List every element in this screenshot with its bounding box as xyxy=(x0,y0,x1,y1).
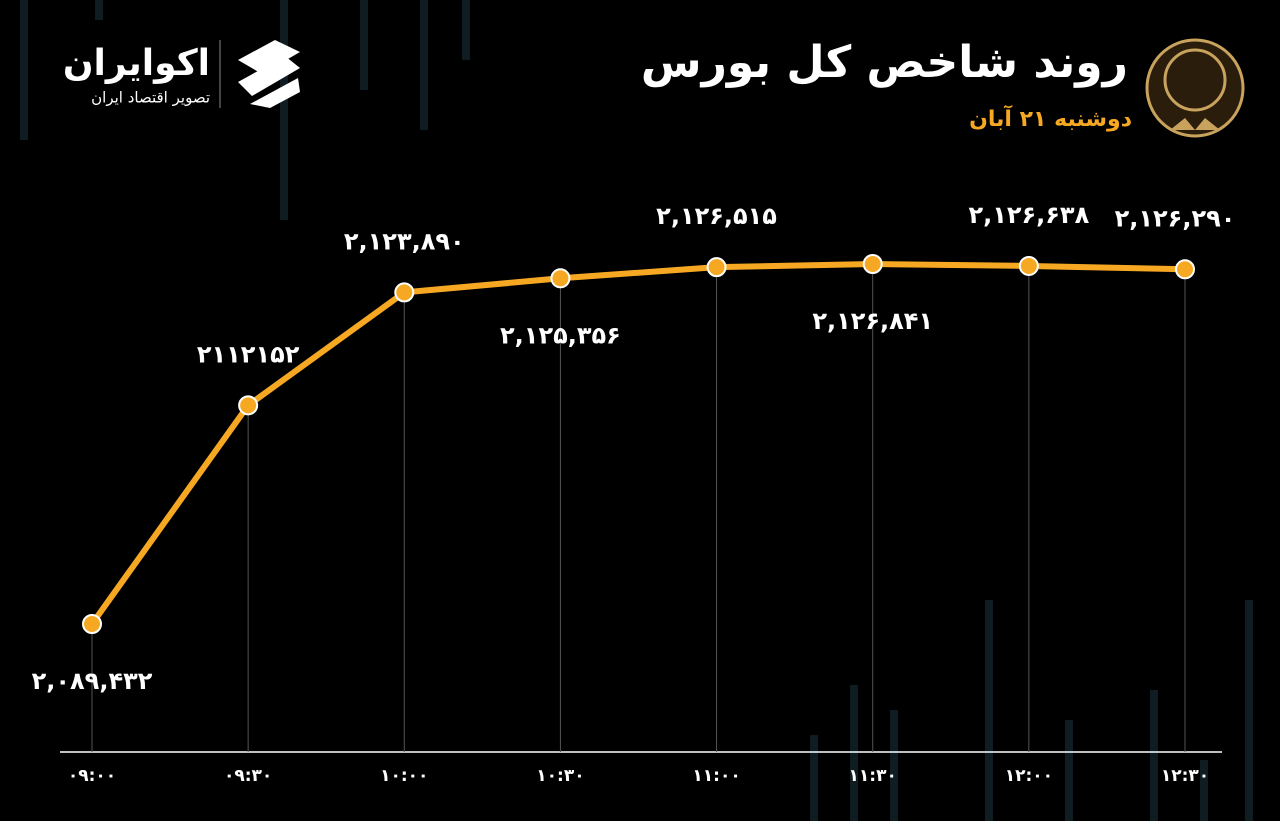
point xyxy=(1018,255,1039,276)
data-label: ۲,۱۲۶,۶۳۸ xyxy=(968,201,1089,229)
title: روند شاخص کل بورس xyxy=(641,37,1128,88)
point xyxy=(862,254,883,274)
data-label: ۲,۰۸۹,۴۳۲ xyxy=(32,667,153,695)
line xyxy=(89,261,1186,626)
point xyxy=(238,395,259,416)
point xyxy=(394,282,415,303)
x-tick-label: ۱۱:۰۰ xyxy=(692,766,740,786)
decoration-bars xyxy=(20,0,1253,821)
brand-tagline: تصویر اقتصاد ایران xyxy=(91,89,210,107)
brand-logo xyxy=(219,40,300,108)
point xyxy=(1175,259,1195,280)
point xyxy=(82,614,102,634)
data-label: ۲۱۱۲۱۵۲ xyxy=(197,340,300,368)
x-tick-label: ۱۱:۳۰ xyxy=(849,766,897,786)
data-label: ۲,۱۲۶,۸۴۱ xyxy=(812,307,933,335)
x-tick-label: ۱۲:۰۰ xyxy=(1005,766,1053,786)
point xyxy=(706,257,727,278)
data-label: ۲,۱۲۵,۳۵۶ xyxy=(500,321,621,349)
x-tick-label: ۰۹:۰۰ xyxy=(68,766,116,786)
data-label: ۲,۱۲۳,۸۹۰ xyxy=(344,227,465,255)
data-label: ۲,۱۲۶,۲۹۰ xyxy=(1115,204,1236,232)
x-tick-label: ۱۰:۰۰ xyxy=(380,766,428,786)
x-tick-label: ۱۲:۳۰ xyxy=(1161,766,1209,786)
exchange-logo xyxy=(1145,38,1245,138)
data-label: ۲,۱۲۶,۵۱۵ xyxy=(656,202,777,230)
subtitle: دوشنبه ۲۱ آبان xyxy=(969,104,1132,132)
x-tick-label: ۱۰:۳۰ xyxy=(536,766,584,786)
brand: اکوایران xyxy=(63,43,210,84)
point xyxy=(550,268,571,289)
x-tick-label: ۰۹:۳۰ xyxy=(224,766,272,786)
